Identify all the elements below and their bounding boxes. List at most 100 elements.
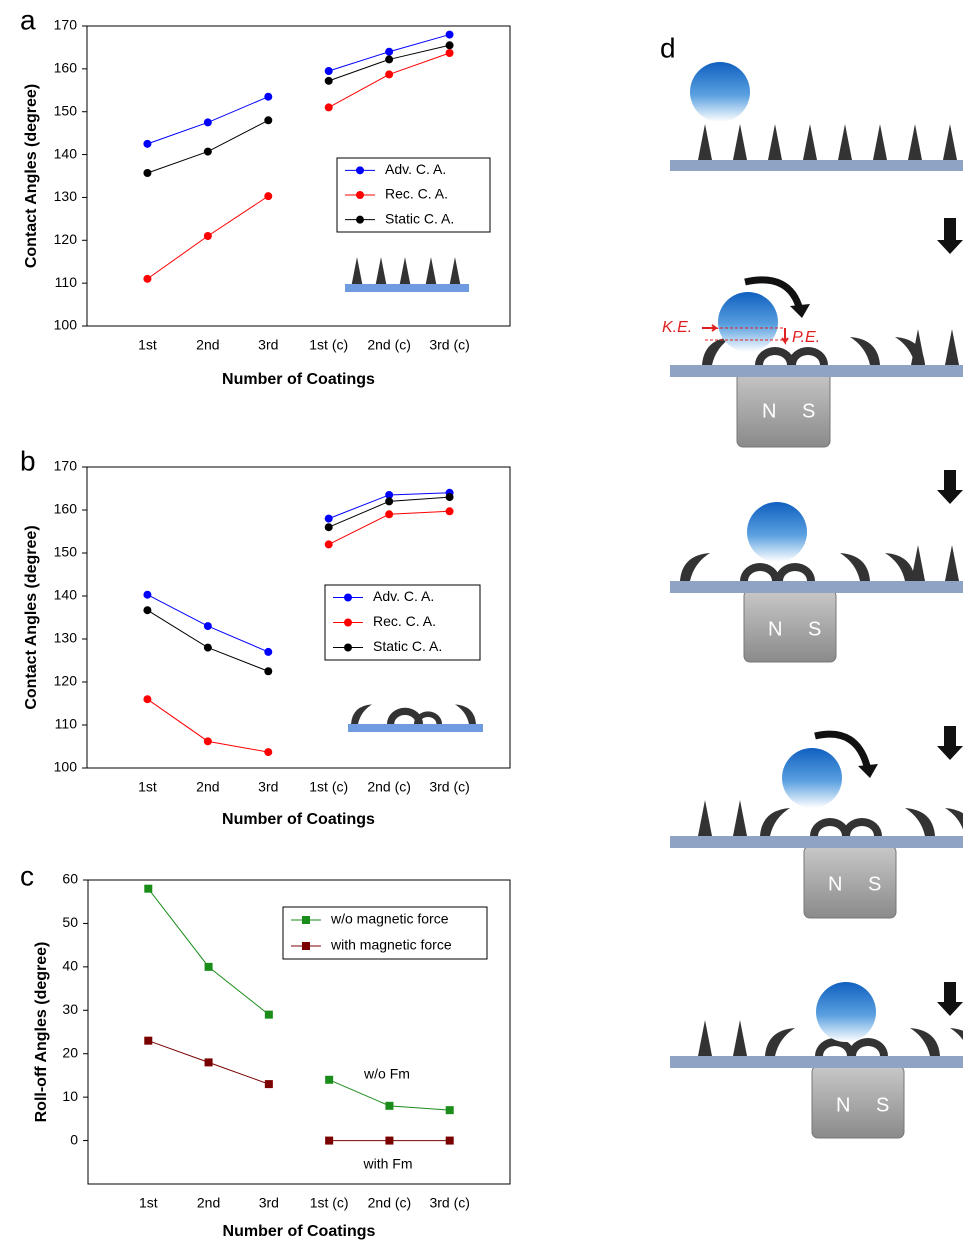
magnet-n: N [836, 1094, 850, 1116]
marker [445, 507, 454, 516]
x-tick-label: 2nd (c) [367, 779, 411, 795]
x-axis-title: Number of Coatings [222, 811, 375, 828]
x-tick-label: 1st (c) [309, 337, 348, 353]
magnet-s: S [868, 873, 881, 895]
x-tick-label: 2nd (c) [367, 337, 411, 353]
marker [143, 590, 152, 599]
series-line [147, 609, 269, 672]
y-tick-label: 50 [62, 914, 78, 930]
plot-frame [87, 879, 511, 1185]
marker [264, 667, 273, 676]
y-axis-title: Contact Angles (degree) [23, 525, 40, 709]
marker [324, 540, 333, 549]
marker [445, 41, 454, 50]
marker [203, 737, 212, 746]
x-tick-label: 3rd [259, 1195, 279, 1211]
legend-marker [344, 593, 352, 602]
y-tick-label: 110 [55, 716, 78, 732]
plot-frame [86, 466, 511, 769]
magnet-s: S [802, 400, 815, 422]
marker [264, 192, 273, 201]
y-tick-label: 110 [55, 274, 78, 290]
annotation: with Fm [363, 1156, 413, 1172]
marker [143, 606, 152, 615]
x-tick-label: 1st [138, 779, 157, 795]
legend-label: with magnetic force [330, 937, 452, 953]
marker [203, 147, 212, 156]
y-tick-label: 40 [62, 958, 78, 974]
marker [324, 523, 333, 532]
marker [385, 1136, 394, 1145]
marker [203, 622, 212, 631]
legend-marker [302, 916, 310, 924]
y-tick-label: 130 [54, 630, 78, 646]
marker [264, 1080, 273, 1089]
marker [204, 1058, 213, 1067]
legend-label: Rec. C. A. [385, 186, 448, 202]
y-tick-label: 10 [62, 1088, 78, 1104]
marker [204, 962, 213, 971]
y-axis-title: Roll-off Angles (degree) [33, 942, 50, 1123]
y-tick-label: 60 [62, 871, 78, 887]
legend-label: Rec. C. A. [373, 613, 436, 629]
y-tick-label: 120 [54, 673, 78, 689]
marker [445, 49, 454, 57]
y-tick-label: 140 [54, 145, 78, 161]
legend-marker [302, 942, 310, 950]
magnet-n: N [762, 400, 776, 422]
marker [385, 497, 394, 506]
x-tick-label: 3rd [258, 779, 278, 795]
y-tick-label: 0 [70, 1131, 78, 1147]
legend-marker [356, 166, 364, 175]
magnet-s: S [808, 618, 821, 640]
x-tick-label: 3rd [258, 337, 278, 353]
y-tick-label: 140 [54, 587, 78, 603]
y-tick-label: 120 [54, 231, 78, 247]
marker [445, 1106, 454, 1115]
panel-label: d [660, 32, 676, 63]
x-tick-label: 1st [139, 1195, 158, 1211]
marker [144, 1036, 153, 1045]
marker [203, 643, 212, 652]
marker [325, 1075, 334, 1084]
panel-label: c [20, 860, 34, 891]
y-tick-label: 150 [54, 102, 78, 118]
magnet-s: S [876, 1094, 889, 1116]
y-tick-label: 100 [54, 317, 78, 333]
legend-label: Static C. A. [373, 638, 442, 654]
marker [264, 748, 273, 757]
y-tick-label: 130 [54, 188, 78, 204]
marker [264, 92, 273, 101]
x-tick-label: 1st (c) [310, 1195, 349, 1211]
marker [324, 67, 333, 75]
y-axis-title: Contact Angles (degree) [23, 84, 40, 268]
x-tick-label: 1st (c) [309, 779, 348, 795]
marker [203, 232, 212, 240]
magnet-n: N [828, 873, 842, 895]
ke-label: K.E. [662, 319, 692, 336]
y-tick-label: 30 [62, 1001, 78, 1017]
x-tick-label: 2nd [196, 337, 219, 353]
legend-label: w/o magnetic force [330, 911, 449, 927]
marker [385, 70, 394, 79]
y-tick-label: 170 [54, 458, 78, 474]
legend-marker [356, 191, 364, 199]
panel-label: b [20, 445, 36, 476]
x-tick-label: 2nd [197, 1195, 220, 1211]
plot-frame [86, 25, 511, 327]
x-tick-label: 1st [138, 337, 157, 353]
marker [324, 76, 333, 85]
marker [385, 490, 394, 499]
marker [143, 139, 152, 148]
pe-label: P.E. [792, 329, 820, 346]
marker [264, 647, 273, 656]
marker [385, 1101, 394, 1110]
marker [143, 695, 152, 704]
x-tick-label: 2nd (c) [368, 1195, 412, 1211]
marker [143, 274, 152, 283]
inset-icon [348, 704, 483, 732]
marker [445, 493, 454, 502]
marker [264, 116, 273, 125]
marker [144, 884, 153, 893]
